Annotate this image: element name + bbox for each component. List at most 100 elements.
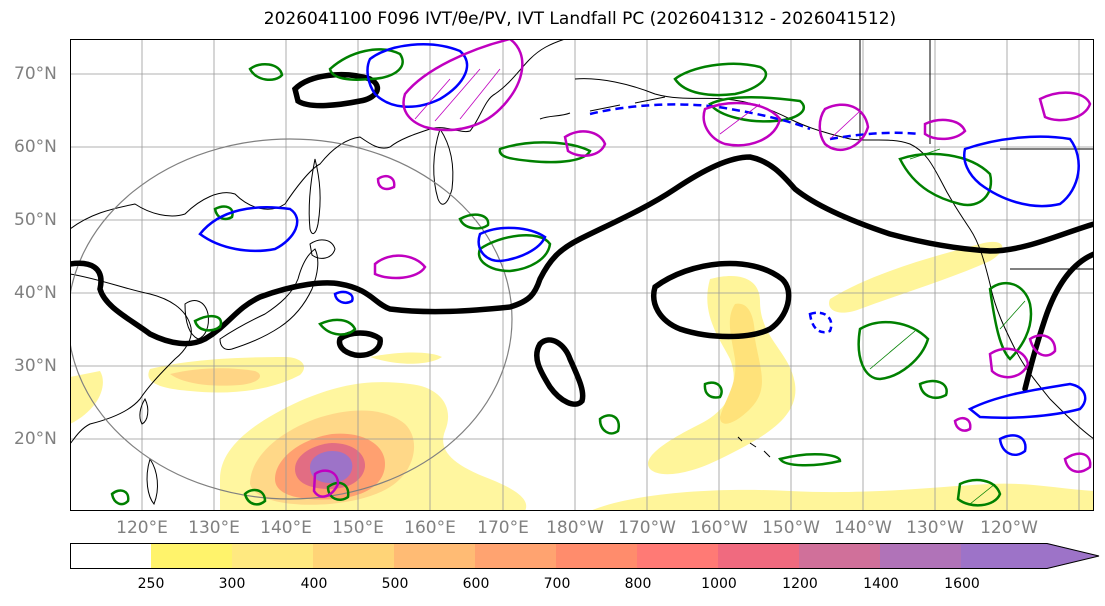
theta-e-contour-north xyxy=(291,71,381,109)
magenta-contour-typhoon xyxy=(312,469,340,498)
colorbar-tick-1400: 1400 xyxy=(863,576,899,592)
weather-map xyxy=(70,39,1094,511)
magenta-contour-nw xyxy=(373,254,427,280)
ivt-band-japan-inner xyxy=(170,368,260,386)
landfall-region-circle xyxy=(70,138,513,500)
colorbar-segment xyxy=(70,543,152,569)
latitude-label-50n: 50°N xyxy=(14,210,57,230)
green-contour-kuril xyxy=(213,205,234,221)
green-contour-east-2 xyxy=(918,379,948,399)
green-hatching xyxy=(869,148,1026,505)
longitude-label-120e: 120°E xyxy=(116,518,168,538)
green-contours xyxy=(110,48,1033,507)
map-title: 2026041100 F096 IVT/θe/PV, IVT Landfall … xyxy=(263,9,897,29)
latitude-label-20n: 20°N xyxy=(14,429,57,449)
longitude-label-170e: 170°E xyxy=(477,518,529,538)
green-contour-arctic-2 xyxy=(328,48,404,81)
latitude-label-70n: 70°N xyxy=(14,64,57,84)
green-contour-central-2 xyxy=(703,381,723,399)
longitude-label-150e: 150°E xyxy=(332,518,384,538)
ivt-left-edge xyxy=(70,371,103,424)
coast-canada-border xyxy=(859,39,1094,270)
magenta-contour-south-2 xyxy=(953,417,972,432)
colorbar-tick-1200: 1200 xyxy=(782,576,818,592)
coast-japan xyxy=(219,248,319,350)
colorbar-segment xyxy=(556,543,638,569)
coast-hokkaido xyxy=(309,239,336,259)
magenta-contour-arctic xyxy=(402,39,524,132)
colorbar-tick-250: 250 xyxy=(137,576,165,592)
colorbar-segment xyxy=(313,543,395,569)
theta-e-contour-small xyxy=(336,330,383,359)
coast-sakhalin xyxy=(308,158,321,235)
colorbar-tick-300: 300 xyxy=(218,576,246,592)
coast-korea-china xyxy=(70,273,192,445)
magenta-contour-south xyxy=(1063,452,1092,473)
magenta-contour-mexico-2 xyxy=(1028,334,1057,357)
blue-contour-siberia xyxy=(198,206,299,253)
blue-contour-arctic xyxy=(366,43,469,109)
coast-aleutians xyxy=(539,96,666,120)
blue-contour-japan-small xyxy=(333,290,354,304)
green-contour-east-1 xyxy=(857,321,930,381)
colorbar-segment xyxy=(151,543,233,569)
ivt-plume-typhoon-peak xyxy=(310,451,353,483)
colorbar-segment xyxy=(799,543,881,569)
theta-e-contour-main xyxy=(70,154,1094,347)
colorbar-segment xyxy=(475,543,557,569)
theta-e-contour-east-coast xyxy=(1022,251,1094,392)
coast-kamchatka xyxy=(433,127,454,205)
colorbar-segment xyxy=(637,543,719,569)
longitude-label-160w: 160°W xyxy=(690,518,748,538)
green-contour-alaska-1 xyxy=(673,62,768,97)
green-contour-arctic-1 xyxy=(248,62,284,82)
graticule xyxy=(70,39,1094,511)
coast-hawaii xyxy=(737,436,771,458)
blue-contours xyxy=(198,43,1087,456)
latitude-label-60n: 60°N xyxy=(14,137,57,157)
ivt-colorbar xyxy=(70,543,1100,569)
green-contour-alaska-2 xyxy=(708,96,806,123)
colorbar-tick-700: 700 xyxy=(543,576,571,592)
longitude-label-130w: 130°W xyxy=(906,518,964,538)
longitude-label-130e: 130°E xyxy=(188,518,240,538)
colorbar-segment xyxy=(961,543,1099,569)
green-contour-central-1 xyxy=(598,414,621,435)
blue-contour-subtropical xyxy=(808,311,833,334)
magenta-contour-mexico-1 xyxy=(988,347,1030,379)
green-contour-nw-1 xyxy=(458,213,490,230)
theta-e-contours xyxy=(70,71,1094,407)
magenta-contour-alaska xyxy=(702,101,782,147)
colorbar-tick-600: 600 xyxy=(462,576,490,592)
coast-east-asia xyxy=(70,39,566,230)
longitude-label-150w: 150°W xyxy=(762,518,820,538)
colorbar-segment xyxy=(880,543,962,569)
colorbar-segment xyxy=(232,543,314,569)
magenta-contours xyxy=(312,39,1092,498)
green-contour-left xyxy=(110,489,130,506)
green-contour-nw-2 xyxy=(477,233,552,273)
colorbar-segment xyxy=(394,543,476,569)
blue-contour-dashed-bc xyxy=(829,131,921,141)
colorbar-tick-500: 500 xyxy=(381,576,409,592)
green-contour-japan-2 xyxy=(318,318,357,336)
magenta-contour-bc xyxy=(818,103,870,152)
colorbar-tick-800: 800 xyxy=(624,576,652,592)
longitude-label-140e: 140°E xyxy=(260,518,312,538)
magenta-contour-bc-2 xyxy=(923,118,967,141)
latitude-label-30n: 30°N xyxy=(14,356,57,376)
colorbar-segment xyxy=(718,543,800,569)
colorbar-tick-1000: 1000 xyxy=(701,576,737,592)
green-contour-japan-1 xyxy=(193,314,223,332)
colorbar-tick-1600: 1600 xyxy=(944,576,980,592)
longitude-label-120w: 120°W xyxy=(980,518,1038,538)
theta-e-contour-central-low xyxy=(651,260,792,340)
blue-contour-dashed-gulf xyxy=(589,103,811,131)
blue-contour-aleutian xyxy=(477,226,547,263)
green-contour-gulf xyxy=(498,141,592,164)
magenta-contour-siberia xyxy=(376,175,396,191)
ivt-band-japan-small xyxy=(370,352,442,364)
magenta-contour-gulf xyxy=(563,130,607,157)
ivt-band-northeast xyxy=(829,241,1003,313)
theta-e-contour-subtropical xyxy=(534,337,586,407)
